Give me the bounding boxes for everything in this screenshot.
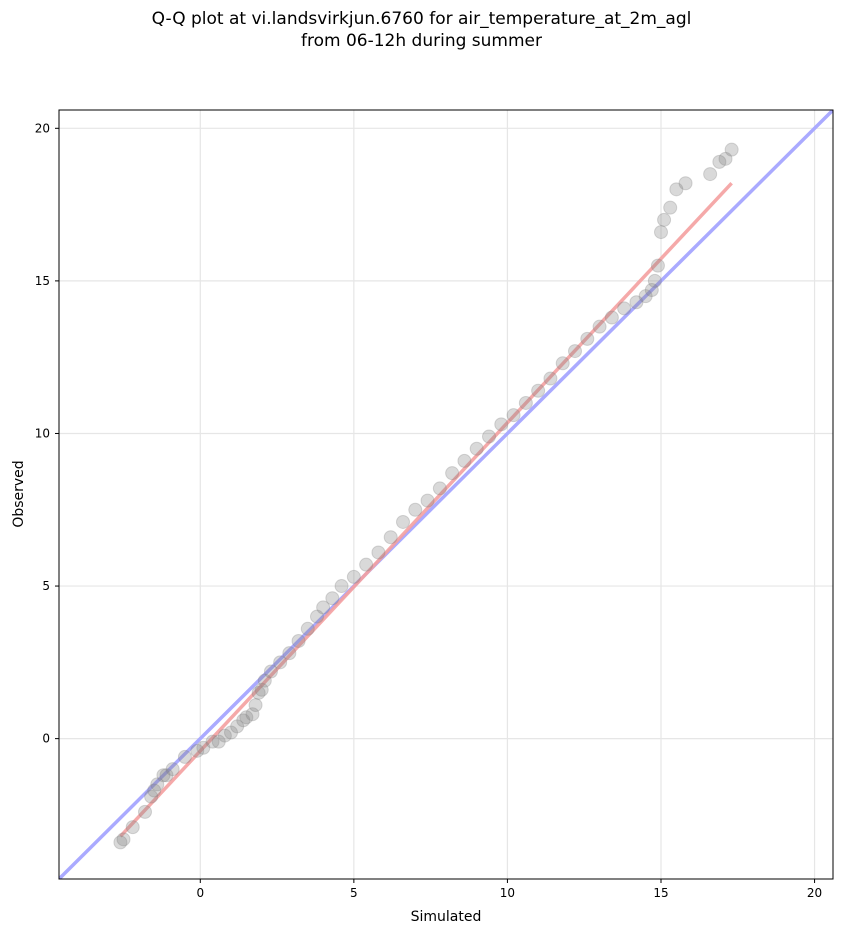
quantile-point — [245, 707, 260, 722]
quantile-point — [650, 258, 665, 273]
quantile-point — [644, 283, 659, 298]
quantile-point — [144, 789, 159, 804]
quantile-point — [724, 142, 739, 157]
quantile-point — [457, 453, 472, 468]
y-tick-label: 15 — [35, 274, 50, 288]
quantile-point — [371, 545, 386, 560]
quantile-point — [647, 273, 662, 288]
chart-title: Q-Q plot at vi.landsvirkjun.6760 for air… — [0, 8, 843, 52]
quantile-point — [359, 557, 374, 572]
x-tick-label: 5 — [350, 886, 358, 900]
quantile-point — [408, 502, 423, 517]
quantile-point — [638, 289, 653, 304]
quantile-point — [420, 493, 435, 508]
quantile-point — [150, 777, 165, 792]
quantile-point — [396, 514, 410, 529]
quantile-point — [236, 713, 251, 728]
quantile-point — [469, 441, 484, 456]
quantile-point — [678, 176, 693, 191]
quantile-point — [248, 698, 263, 713]
quantile-point — [568, 344, 582, 359]
x-tick-label: 20 — [807, 886, 822, 900]
quantile-point — [291, 633, 306, 648]
quantile-point — [273, 655, 288, 670]
quantile-point — [177, 749, 192, 764]
plot-frame — [58, 109, 834, 880]
quantile-point — [494, 417, 509, 432]
quantile-point — [224, 725, 238, 740]
quantile-point — [159, 768, 174, 783]
quantile-point — [712, 154, 727, 169]
quantile-point — [669, 182, 684, 197]
quantile-point — [663, 200, 678, 215]
fit-line — [119, 182, 733, 838]
quantile-point — [263, 664, 278, 679]
quantile-point — [138, 804, 152, 819]
quantile-point — [230, 719, 245, 734]
quantile-point — [190, 743, 205, 758]
point-layer — [113, 142, 739, 850]
tick-layer: 0 5 10 15 20 0 5 10 15 20 — [35, 121, 822, 900]
quantile-point — [518, 395, 533, 410]
y-tick-label: 20 — [35, 121, 50, 135]
x-tick-label: 10 — [500, 886, 515, 900]
quantile-point — [257, 673, 272, 688]
y-tick-label: 10 — [35, 426, 50, 440]
quantile-point — [113, 835, 128, 850]
quantile-point — [316, 600, 331, 615]
quantile-point — [254, 682, 269, 697]
quantile-point — [196, 740, 211, 755]
quantile-point — [147, 783, 162, 798]
quantile-point — [346, 569, 361, 584]
quantile-point — [310, 609, 324, 624]
quantile-point — [125, 820, 140, 835]
quantile-point — [482, 429, 496, 444]
x-tick-label: 15 — [653, 886, 668, 900]
quantile-point — [300, 621, 315, 636]
quantile-point — [156, 768, 171, 783]
line-layer — [59, 110, 833, 879]
quantile-point — [211, 734, 226, 749]
quantile-point — [239, 710, 254, 725]
quantile-point — [445, 466, 460, 481]
grid-layer — [59, 110, 833, 879]
quantile-point — [334, 579, 349, 594]
quantile-point — [718, 151, 733, 166]
x-axis-label: Simulated — [411, 909, 482, 925]
identity-reference-line — [59, 110, 833, 879]
quantile-point — [217, 728, 232, 743]
quantile-point — [432, 481, 447, 496]
quantile-point — [531, 383, 546, 398]
quantile-point — [506, 408, 521, 423]
quantile-point — [165, 762, 180, 777]
y-axis-label: Observed — [11, 460, 27, 527]
chart-title-line-1: Q-Q plot at vi.landsvirkjun.6760 for air… — [151, 9, 692, 29]
quantile-point — [657, 212, 672, 227]
quantile-point — [580, 331, 595, 346]
chart-title-line-2: from 06-12h during summer — [301, 31, 542, 51]
quantile-point — [383, 530, 398, 545]
quantile-point — [282, 646, 297, 661]
quantile-point — [555, 356, 570, 371]
quantile-point — [617, 301, 632, 316]
y-tick-label: 5 — [42, 579, 50, 593]
y-tick-label: 0 — [42, 732, 50, 746]
quantile-point — [629, 295, 644, 310]
quantile-point — [205, 734, 220, 749]
x-tick-label: 0 — [196, 886, 204, 900]
quantile-point — [592, 319, 607, 334]
quantile-point — [604, 310, 619, 325]
quantile-point — [325, 591, 340, 606]
quantile-point — [543, 371, 558, 386]
quantile-point — [654, 225, 668, 240]
quantile-point — [251, 685, 266, 700]
quantile-point — [703, 167, 718, 182]
quantile-point — [116, 832, 131, 847]
